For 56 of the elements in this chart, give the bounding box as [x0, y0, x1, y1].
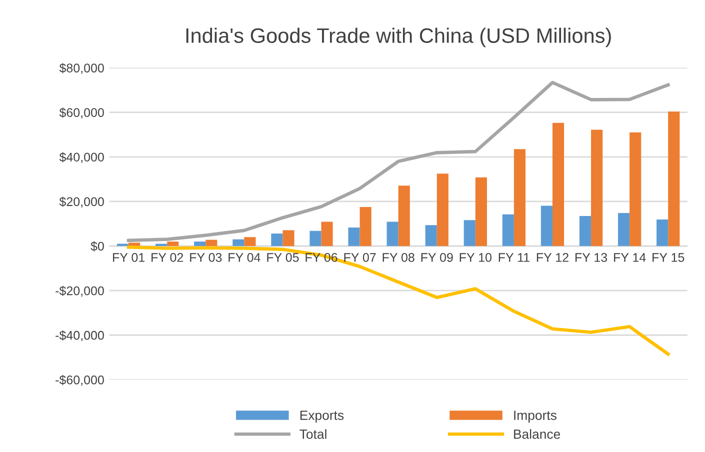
bar: [398, 186, 410, 246]
y-tick-label: $20,000: [59, 196, 104, 208]
bar: [244, 237, 256, 246]
bar: [464, 220, 476, 246]
bar: [194, 242, 206, 246]
bar: [310, 230, 322, 246]
y-tick-label: -$40,000: [56, 330, 104, 342]
bar: [206, 240, 218, 246]
x-tick-label: FY 13: [575, 253, 608, 262]
x-tick-label: FY 14: [614, 253, 646, 262]
y-tick-label: $0: [90, 241, 104, 252]
legend-label: Imports: [514, 410, 556, 423]
x-tick-label: FY 01: [113, 253, 144, 262]
chart-title: India's Goods Trade with China (USD Millions): [186, 28, 611, 48]
bar: [668, 111, 680, 246]
x-tick-label: FY 03: [190, 253, 222, 262]
y-tick-label: -$60,000: [56, 374, 104, 386]
x-tick-label: FY 10: [460, 253, 492, 262]
bar: [630, 132, 642, 246]
legend-label: Exports: [300, 410, 344, 423]
x-tick-label: FY 12: [536, 253, 568, 262]
bar: [321, 222, 333, 246]
y-tick-label: $80,000: [59, 63, 104, 74]
x-tick-label: FY 09: [421, 253, 453, 262]
bar: [348, 228, 360, 246]
line-series: [126, 80, 670, 242]
legend-label: Total: [300, 429, 326, 439]
bar: [579, 216, 592, 246]
x-tick-label: FY 15: [652, 253, 684, 262]
bar: [618, 213, 630, 246]
bar: [656, 220, 668, 246]
x-tick-label: FY 04: [228, 253, 260, 262]
y-tick-label: $60,000: [59, 108, 104, 118]
bar: [591, 130, 603, 246]
bar: [540, 206, 552, 246]
bar: [167, 242, 179, 246]
y-tick-label: -$20,000: [56, 286, 104, 297]
bar: [282, 230, 294, 246]
legend-label: Balance: [514, 429, 560, 439]
bar: [552, 122, 564, 246]
bar: [360, 207, 372, 246]
bar: [232, 239, 244, 246]
x-tick-label: FY 08: [382, 253, 414, 262]
x-tick-label: FY 11: [498, 253, 530, 262]
bar: [425, 225, 437, 246]
y-tick-label: $40,000: [59, 152, 104, 164]
line-series: [126, 245, 670, 356]
bar: [475, 177, 487, 246]
x-tick-label: FY 07: [344, 253, 376, 262]
bar: [502, 214, 514, 246]
bar: [514, 149, 526, 246]
x-tick-label: FY 05: [267, 253, 299, 262]
bar: [436, 174, 448, 246]
bar: [386, 222, 398, 246]
bar: [271, 234, 283, 246]
x-tick-label: FY 02: [152, 253, 184, 262]
